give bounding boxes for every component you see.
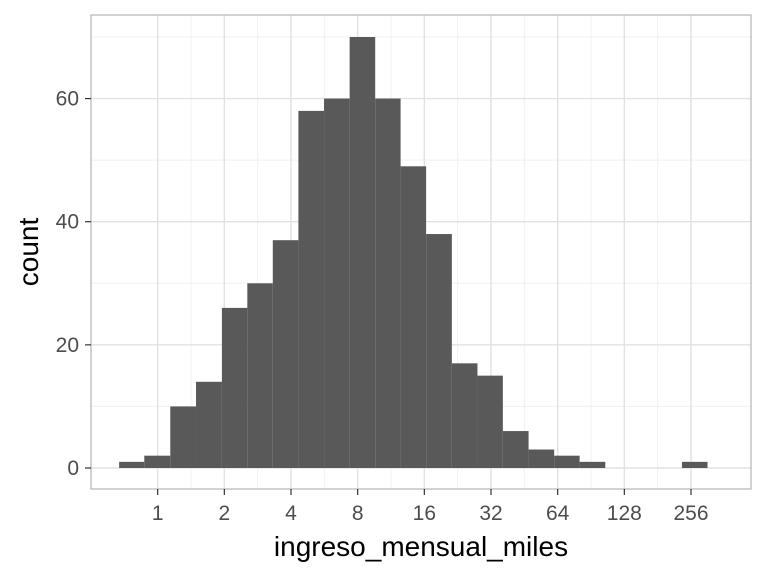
histogram-bar bbox=[528, 449, 555, 468]
x-tick-label: 16 bbox=[413, 502, 436, 525]
histogram-bar bbox=[554, 455, 580, 468]
histogram-bar bbox=[221, 307, 248, 468]
histogram-bar bbox=[272, 240, 299, 468]
plot-border bbox=[90, 14, 752, 490]
x-axis: 1 2 4 8 16 32 64 128 256 bbox=[152, 489, 709, 525]
bars bbox=[119, 37, 708, 469]
x-tick-label: 8 bbox=[352, 502, 364, 525]
histogram-bar bbox=[502, 431, 529, 468]
x-tick-label: 32 bbox=[479, 502, 502, 525]
x-tick-label: 64 bbox=[546, 502, 570, 525]
histogram-bar bbox=[375, 98, 401, 469]
histogram-bar bbox=[196, 381, 222, 468]
histogram-bar bbox=[579, 461, 606, 468]
histogram-bar bbox=[451, 363, 478, 468]
x-tick-label: 256 bbox=[673, 502, 708, 525]
y-tick-label: 0 bbox=[67, 457, 79, 480]
x-axis-title: ingreso_mensual_miles bbox=[274, 531, 568, 562]
histogram-bar bbox=[426, 234, 452, 468]
histogram-bar bbox=[119, 461, 145, 468]
histogram-bar bbox=[324, 98, 350, 469]
histogram-bar bbox=[349, 37, 376, 468]
histogram-bar bbox=[477, 375, 503, 468]
histogram-bar bbox=[170, 406, 197, 468]
histogram-bar bbox=[144, 455, 171, 468]
histogram-bar bbox=[247, 283, 273, 468]
histogram-bar bbox=[400, 166, 427, 469]
y-tick-label: 60 bbox=[56, 88, 79, 111]
x-tick-label: 2 bbox=[218, 502, 230, 525]
x-tick-label: 4 bbox=[285, 502, 297, 525]
y-axis: 0 20 40 60 bbox=[56, 88, 91, 480]
x-tick-label: 1 bbox=[152, 502, 164, 525]
y-tick-label: 40 bbox=[56, 211, 79, 234]
histogram-bar bbox=[298, 110, 325, 468]
x-tick-label: 128 bbox=[607, 502, 642, 525]
y-axis-title: count bbox=[13, 218, 44, 287]
histogram-bar bbox=[681, 461, 708, 468]
y-tick-label: 20 bbox=[56, 334, 79, 357]
